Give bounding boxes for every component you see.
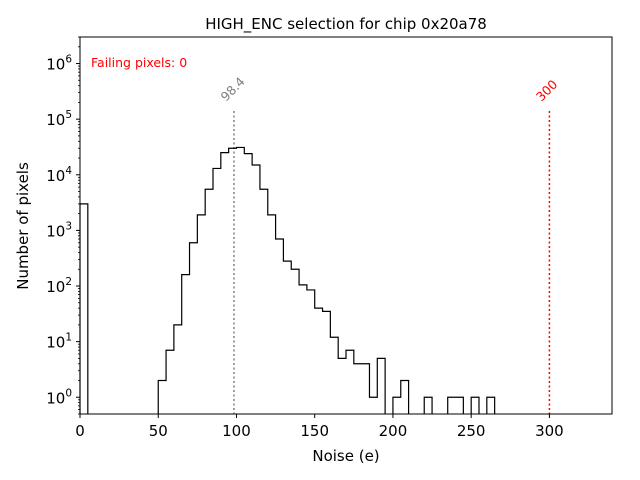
y-axis-label: Number of pixels xyxy=(14,162,32,290)
histogram-outline xyxy=(79,146,496,414)
y-tick-label-0: 100 xyxy=(46,387,72,407)
x-tick-label-6: 300 xyxy=(535,422,564,440)
y-tick-label-1: 101 xyxy=(46,332,72,352)
y-axis-ticks: 100 101 102 103 104 105 106 xyxy=(46,36,80,415)
y-tick-label-4: 104 xyxy=(46,165,72,185)
x-tick-label-1: 50 xyxy=(149,422,168,440)
x-tick-label-5: 250 xyxy=(457,422,486,440)
y-tick-label-6: 106 xyxy=(46,54,72,74)
plot-frame xyxy=(79,36,613,415)
x-tick-label-2: 100 xyxy=(222,422,251,440)
y-tick-label-2: 102 xyxy=(46,276,72,296)
y-tick-label-5: 105 xyxy=(46,109,72,129)
y-tick-label-3: 103 xyxy=(46,220,72,240)
chart-title: HIGH_ENC selection for chip 0x20a78 xyxy=(205,15,487,34)
x-tick-label-3: 150 xyxy=(300,422,329,440)
x-axis-ticks: 0 50 100 150 200 250 300 xyxy=(75,414,564,440)
x-tick-label-4: 200 xyxy=(379,422,408,440)
x-axis-label: Noise (e) xyxy=(312,447,379,465)
failing-pixels-annotation: Failing pixels: 0 xyxy=(91,55,187,70)
x-tick-label-0: 0 xyxy=(75,422,85,440)
